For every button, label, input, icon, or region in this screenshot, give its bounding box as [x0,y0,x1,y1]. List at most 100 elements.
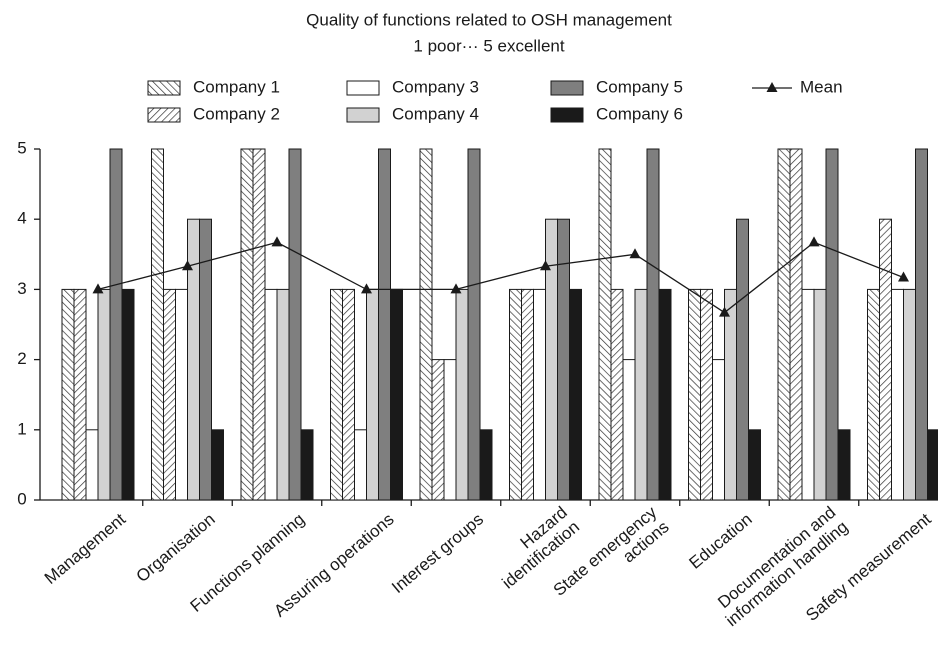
bar [378,148,391,501]
legend-label: Company 1 [193,77,280,96]
bar [837,429,851,501]
bar [163,288,176,501]
bar [342,288,355,501]
mean-marker [182,260,193,271]
y-tick-label: 2 [17,349,26,368]
bar [175,288,188,501]
bar [187,218,200,501]
legend-marker [766,82,778,92]
bar [330,288,343,501]
bar [813,288,827,501]
bar [915,148,928,501]
x-tick-label-line: Education [686,510,756,573]
bar [479,429,493,501]
bar [598,148,612,501]
bar [300,429,314,501]
bar [748,429,761,501]
y-tick-label: 0 [17,489,26,508]
x-tick-label-line: Organisation [133,510,219,587]
bar [610,288,624,501]
legend-label: Company 2 [193,104,280,123]
bar [276,288,290,501]
bar [533,288,546,501]
bar [658,288,672,501]
mean-marker [540,260,551,271]
bar [557,218,570,501]
bar [151,148,164,501]
bar [891,288,904,501]
bar [688,288,701,501]
mean-marker [92,283,104,294]
bar [903,288,916,501]
bar [927,429,938,501]
legend-label: Company 6 [596,104,683,123]
legend-swatch [346,80,380,96]
bar [73,288,87,501]
legend-label: Company 3 [392,77,479,96]
bar [61,288,75,501]
bar [199,218,212,501]
y-tick-label: 3 [17,279,26,298]
bar [825,148,839,501]
bar [354,429,367,501]
mean-marker [898,271,909,282]
y-tick-label: 1 [17,419,26,438]
y-tick-label: 4 [17,209,26,228]
y-tick-label: 5 [17,138,26,157]
legend-swatch [550,80,584,96]
x-tick-label: Education [686,510,756,573]
bar [211,429,224,501]
bar [777,148,791,501]
bar [109,148,123,501]
mean-marker [719,306,730,317]
x-tick-label: Interest groups [388,510,487,597]
bar [569,288,582,501]
bar [264,288,278,501]
x-tick-label-line: Interest groups [388,510,487,597]
bar [712,359,725,501]
bar [700,288,713,501]
mean-marker [271,236,283,247]
bar [390,288,403,501]
bar [288,148,302,501]
bar [455,288,469,501]
chart-subtitle: 1 poor··· 5 excellent [413,36,564,55]
bar [867,288,880,501]
bar [879,218,892,501]
legend-swatch [550,107,584,123]
legend-swatch [346,107,380,123]
x-tick-label: Management [41,510,129,589]
bar [419,148,433,501]
legend-label: Mean [800,77,843,96]
bar [252,148,266,501]
legend-label: Company 5 [596,77,683,96]
chart-title: Quality of functions related to OSH mana… [306,10,672,29]
bar [509,288,522,501]
bar [431,359,445,501]
bar [646,148,660,501]
bar [85,429,99,501]
bar [121,288,135,501]
bar [724,288,737,501]
bar [366,288,379,501]
x-tick-label-line: Management [41,510,129,589]
legend-swatch [147,80,181,96]
bar [521,288,534,501]
bar [622,359,636,501]
bar [801,288,815,501]
bar [443,359,457,501]
bar [545,218,558,501]
bar [97,288,111,501]
bar [240,148,254,501]
bar [736,218,749,501]
bar [467,148,481,501]
legend-swatch [147,107,181,123]
mean-marker [450,283,462,294]
x-tick-label: Organisation [133,510,219,587]
mean-marker [808,236,820,247]
bar [789,148,803,501]
bar [634,288,648,501]
legend-label: Company 4 [392,104,479,123]
mean-line [97,241,904,314]
